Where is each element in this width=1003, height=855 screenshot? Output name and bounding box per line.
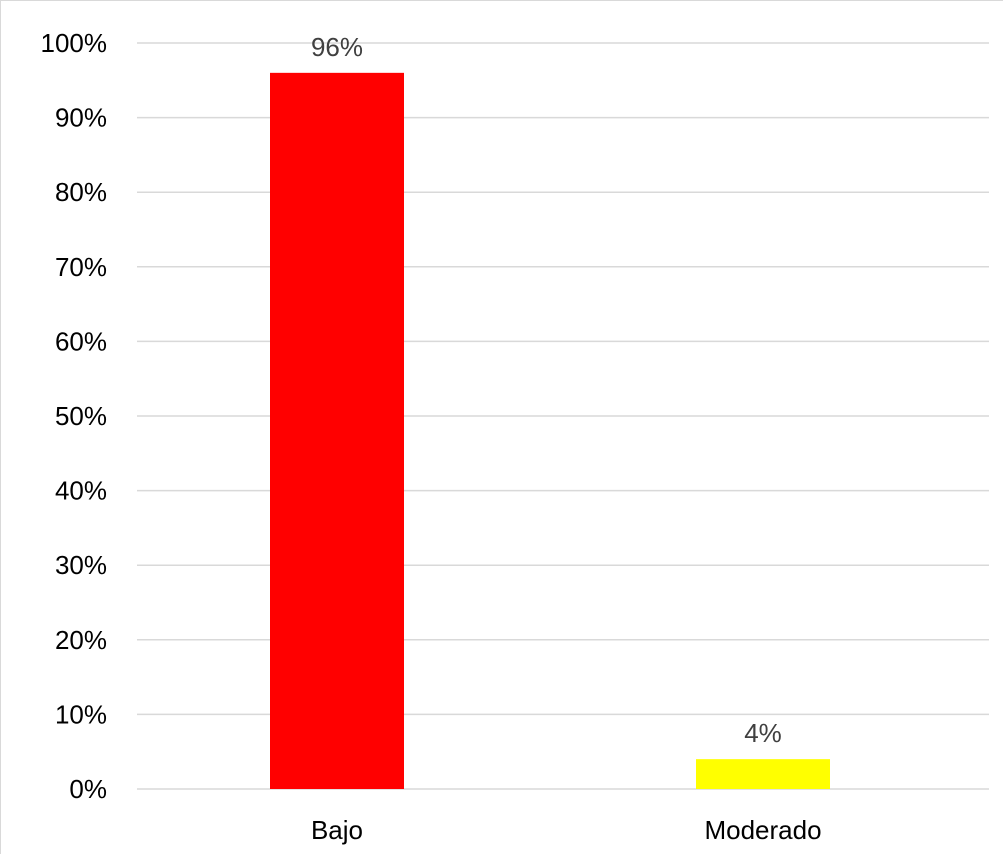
bar-moderado — [696, 759, 830, 789]
y-tick-label: 60% — [55, 326, 107, 356]
y-tick-label: 90% — [55, 103, 107, 133]
x-axis-category-labels: Bajo Moderado — [311, 815, 822, 845]
y-tick-label: 30% — [55, 550, 107, 580]
y-tick-label: 40% — [55, 476, 107, 506]
gridlines — [137, 42, 989, 790]
y-tick-label: 50% — [55, 401, 107, 431]
y-tick-label: 10% — [55, 699, 107, 729]
data-label-bajo: 96% — [311, 32, 363, 62]
category-label-moderado: Moderado — [704, 815, 821, 845]
bars — [270, 72, 830, 790]
category-label-bajo: Bajo — [311, 815, 363, 845]
y-tick-label: 70% — [55, 252, 107, 282]
y-tick-label: 80% — [55, 177, 107, 207]
y-tick-label: 100% — [41, 28, 108, 58]
y-tick-label: 20% — [55, 625, 107, 655]
y-tick-label: 0% — [69, 774, 107, 804]
data-label-moderado: 4% — [744, 718, 782, 748]
y-axis-tick-labels: 0% 10% 20% 30% 40% 50% 60% 70% 80% 90% 100% — [41, 28, 108, 804]
bar-bajo — [270, 72, 404, 790]
data-labels: 96% 4% — [311, 32, 782, 748]
